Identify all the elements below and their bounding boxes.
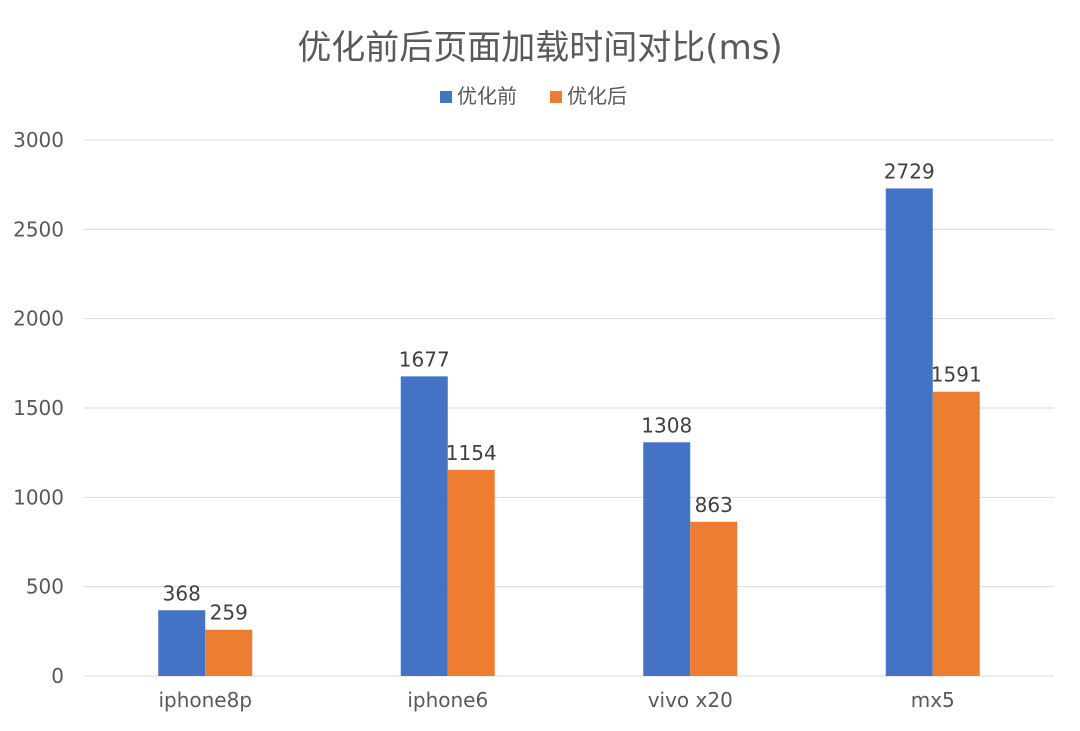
y-tick-label-2500: 2500 [13, 217, 64, 241]
data-label-iphone8p-series-0: 368 [163, 581, 201, 605]
bar-iphone6-series-1 [447, 469, 495, 676]
data-label-iphone6-series-0: 1677 [399, 347, 450, 371]
data-labels: 368 259 1677 1154 1308 863 2729 1591 [163, 159, 982, 624]
bar-iphone6-series-0 [400, 376, 448, 676]
legend-swatch-0 [440, 91, 452, 103]
y-tick-label-500: 500 [26, 575, 64, 599]
legend-label-0: 优化前 [457, 84, 517, 108]
x-tick-label-vivo-x20: vivo x20 [648, 688, 733, 712]
x-axis: iphone8p iphone6 vivo x20 mx5 [158, 688, 954, 712]
data-label-vivo-x20-series-1: 863 [695, 493, 733, 517]
data-label-mx5-series-0: 2729 [884, 159, 935, 183]
bars [158, 188, 980, 676]
x-tick-label-iphone6: iphone6 [407, 688, 488, 712]
y-axis: 0 500 1000 1500 2000 2500 3000 [13, 128, 64, 688]
x-tick-label-mx5: mx5 [911, 688, 955, 712]
y-tick-label-1000: 1000 [13, 485, 64, 509]
bar-iphone8p-series-1 [205, 629, 253, 676]
data-label-mx5-series-1: 1591 [931, 363, 982, 387]
y-tick-label-2000: 2000 [13, 307, 64, 331]
x-tick-label-iphone8p: iphone8p [158, 688, 252, 712]
data-label-vivo-x20-series-0: 1308 [641, 413, 692, 437]
y-tick-label-0: 0 [51, 664, 64, 688]
bar-vivo-x20-series-1 [690, 521, 738, 676]
bar-mx5-series-1 [932, 391, 980, 676]
y-tick-label-1500: 1500 [13, 396, 64, 420]
data-label-iphone6-series-1: 1154 [446, 441, 497, 465]
gridlines [84, 139, 1054, 677]
bar-mx5-series-0 [885, 188, 933, 676]
y-tick-label-3000: 3000 [13, 128, 64, 152]
chart-title: 优化前后页面加载时间对比(ms) [297, 28, 782, 68]
bar-vivo-x20-series-0 [643, 442, 691, 676]
legend-swatch-1 [550, 91, 562, 103]
legend: 优化前 优化后 [440, 84, 627, 108]
bar-iphone8p-series-0 [158, 610, 206, 676]
legend-label-1: 优化后 [567, 84, 627, 108]
data-label-iphone8p-series-1: 259 [210, 601, 248, 625]
